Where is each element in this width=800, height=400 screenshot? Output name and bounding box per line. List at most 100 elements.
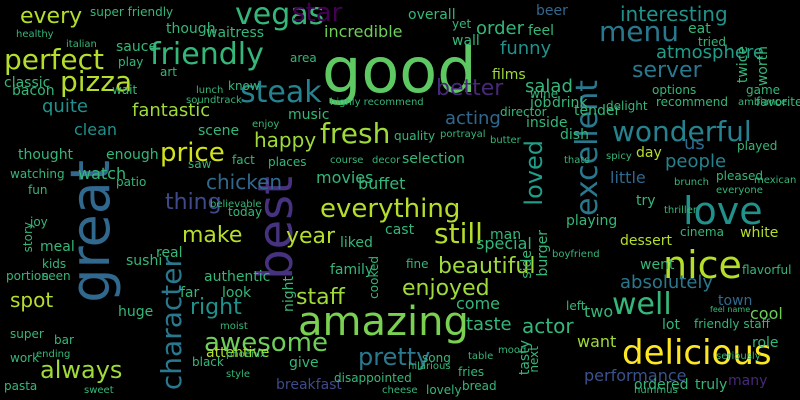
cloud-word: pleased — [716, 169, 763, 183]
cloud-word: portrayal — [440, 129, 486, 140]
cloud-word: make — [182, 223, 243, 248]
cloud-word: phoenix — [226, 349, 266, 360]
cloud-word: ending — [36, 349, 71, 360]
cloud-word: spot — [10, 288, 54, 312]
cloud-word: clean — [74, 120, 118, 139]
cloud-word: authentic — [204, 269, 271, 285]
cloud-word: selection — [402, 151, 465, 167]
cloud-word: seriously — [716, 351, 761, 362]
cloud-word: left — [566, 299, 586, 313]
cloud-word: look — [222, 285, 252, 301]
cloud-word: beer — [536, 3, 568, 19]
cloud-word: boyfriend — [552, 249, 600, 260]
cloud-word: thriller — [664, 205, 697, 216]
cloud-word: italian — [66, 39, 97, 50]
cloud-word: area — [290, 51, 317, 65]
cloud-word: lunch — [196, 85, 224, 96]
cloud-word: disappointed — [334, 371, 412, 385]
cloud-word: pretty — [358, 343, 431, 371]
cloud-word: art — [160, 65, 177, 79]
cloud-word: fresh — [320, 117, 391, 150]
cloud-word: joy — [30, 215, 48, 229]
cloud-word: mood — [498, 345, 527, 356]
cloud-word: played — [737, 139, 778, 153]
cloud-word: watch — [78, 164, 127, 183]
cloud-word: awesome — [204, 328, 328, 358]
cloud-word: chicken — [206, 170, 283, 194]
cloud-word: always — [40, 356, 123, 384]
cloud-word: nice — [663, 243, 742, 287]
cloud-word: tried — [698, 35, 726, 49]
cloud-word: salad — [525, 76, 573, 97]
cloud-word: character — [155, 256, 188, 391]
cloud-word: lot — [662, 317, 680, 333]
cloud-word: style — [226, 369, 250, 380]
cloud-word: thought — [18, 147, 74, 163]
cloud-word: man — [490, 227, 522, 243]
cloud-word: thing — [165, 190, 222, 215]
cloud-word: wall — [452, 33, 480, 49]
cloud-word: burger — [535, 230, 551, 277]
cloud-word: order — [476, 18, 524, 39]
cloud-word: fries — [458, 365, 485, 379]
cloud-word: us — [684, 133, 705, 154]
cloud-word: watching — [10, 167, 65, 181]
cloud-word: options — [652, 83, 697, 97]
cloud-word: highly recommend — [330, 97, 424, 108]
cloud-word: cheese — [382, 385, 418, 396]
cloud-word: special — [476, 234, 532, 253]
cloud-word: butter — [490, 135, 521, 146]
cloud-word: super friendly — [90, 5, 174, 19]
cloud-word: loved — [520, 140, 548, 206]
cloud-word: eat — [688, 21, 711, 37]
cloud-word: films — [492, 67, 526, 83]
cloud-word: super — [10, 327, 44, 341]
cloud-word: pasta — [4, 379, 38, 393]
cloud-word: wine — [530, 87, 559, 101]
cloud-word: music — [288, 107, 330, 123]
cloud-word: flavorful — [742, 263, 792, 277]
cloud-word: still — [434, 217, 483, 250]
cloud-word: star — [292, 0, 343, 28]
cloud-word: thats — [564, 155, 590, 166]
cloud-word: huge — [118, 304, 154, 320]
cloud-word: soundtrack — [186, 95, 242, 106]
cloud-word: favorite — [756, 95, 800, 109]
cloud-word: liked — [340, 235, 373, 251]
cloud-word: fantastic — [132, 100, 211, 121]
cloud-word: day — [636, 145, 662, 161]
cloud-word: acting — [445, 108, 501, 129]
cloud-word: fact — [232, 153, 255, 167]
cloud-word: cool — [750, 304, 783, 323]
cloud-word: twice — [735, 46, 751, 84]
cloud-word: classic — [4, 75, 51, 91]
cloud-word: give — [289, 355, 319, 371]
cloud-word: try — [636, 193, 656, 209]
cloud-word: sweet — [84, 385, 114, 396]
cloud-word: cast — [385, 222, 415, 238]
cloud-word: enough — [106, 147, 159, 163]
cloud-word: saw — [188, 157, 212, 171]
cloud-word: beautiful — [438, 254, 536, 279]
cloud-word: kids — [42, 257, 67, 271]
cloud-word: inside — [526, 115, 568, 131]
cloud-word: tender — [574, 103, 621, 119]
cloud-word: steak — [240, 75, 322, 110]
cloud-word: feel — [528, 23, 555, 39]
cloud-word: town — [718, 293, 753, 309]
cloud-word: overall — [408, 7, 456, 23]
cloud-word: song — [422, 351, 451, 365]
cloud-word: happy — [254, 128, 317, 152]
cloud-word: delight — [606, 99, 648, 113]
cloud-word: vegas — [235, 0, 325, 32]
cloud-word: want — [577, 332, 617, 351]
cloud-word: enjoy — [252, 119, 280, 130]
cloud-word: server — [632, 58, 702, 83]
cloud-word: play — [118, 55, 144, 69]
cloud-word: year — [286, 224, 336, 249]
cloud-word: quality — [394, 129, 436, 143]
cloud-word: job — [530, 95, 552, 111]
cloud-word: delicious — [622, 333, 772, 373]
cloud-word: breakfast — [276, 377, 342, 393]
cloud-word: staff — [296, 285, 345, 310]
